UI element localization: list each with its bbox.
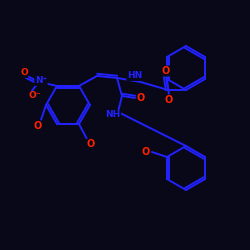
Text: O: O [162, 66, 170, 76]
Text: O: O [20, 68, 28, 78]
Text: O: O [165, 95, 173, 105]
Text: NH: NH [106, 110, 120, 120]
Text: O: O [87, 139, 95, 149]
Text: O: O [137, 93, 145, 103]
Text: HN: HN [127, 72, 142, 80]
Text: O⁻: O⁻ [29, 92, 41, 100]
Text: O: O [142, 147, 150, 157]
Text: N⁺: N⁺ [35, 76, 47, 86]
Text: O: O [34, 121, 42, 131]
